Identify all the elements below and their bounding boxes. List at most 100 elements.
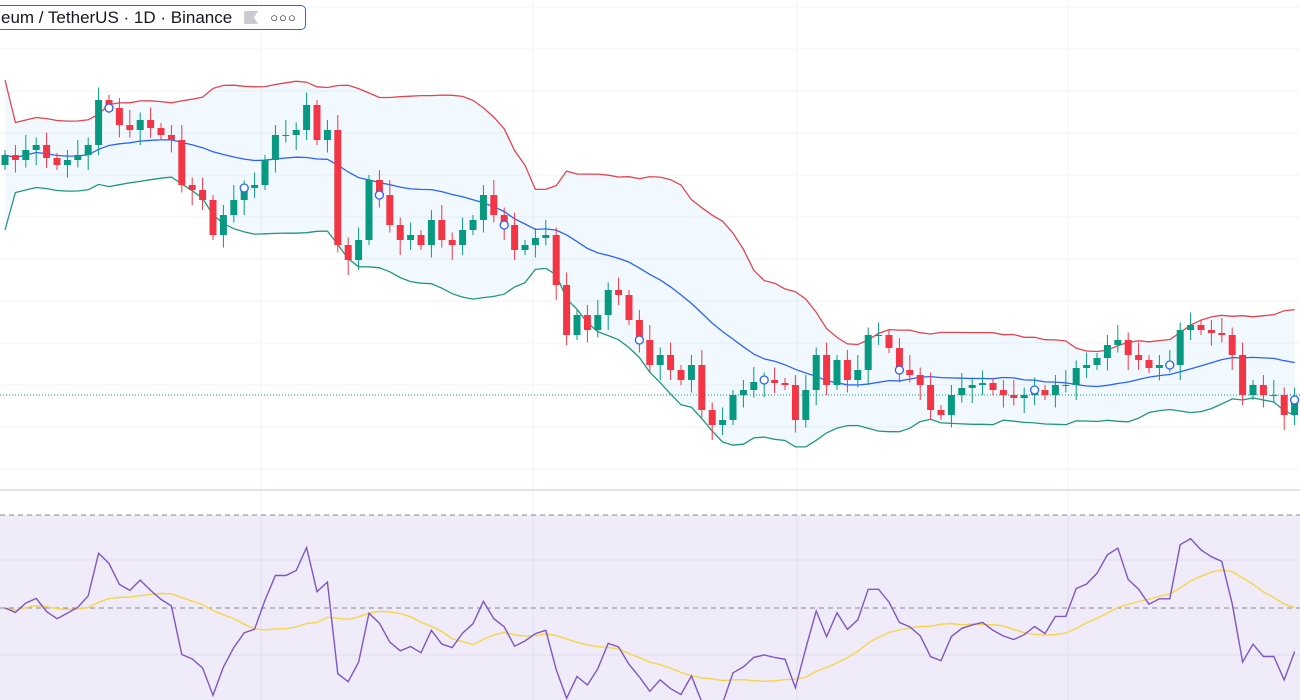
candle[interactable] bbox=[604, 282, 612, 331]
candle[interactable] bbox=[646, 325, 654, 373]
candle[interactable] bbox=[32, 137, 40, 166]
candle[interactable] bbox=[1114, 325, 1122, 353]
candle[interactable] bbox=[1103, 335, 1111, 371]
candle[interactable] bbox=[1197, 320, 1205, 335]
candle[interactable] bbox=[999, 380, 1007, 408]
candle[interactable] bbox=[1218, 318, 1226, 343]
candle[interactable] bbox=[843, 350, 851, 393]
candle[interactable] bbox=[334, 115, 342, 253]
candle[interactable] bbox=[344, 237, 352, 276]
candle[interactable] bbox=[989, 378, 997, 395]
candle[interactable] bbox=[906, 355, 914, 383]
candle[interactable] bbox=[375, 170, 383, 208]
candle[interactable] bbox=[136, 112, 144, 146]
candle[interactable] bbox=[469, 215, 477, 235]
candle[interactable] bbox=[427, 210, 435, 258]
candle[interactable] bbox=[750, 367, 758, 398]
candle[interactable] bbox=[958, 373, 966, 403]
candle[interactable] bbox=[625, 290, 633, 325]
candle[interactable] bbox=[947, 385, 955, 428]
candle[interactable] bbox=[802, 375, 810, 428]
candle[interactable] bbox=[573, 310, 581, 340]
candle[interactable] bbox=[677, 365, 685, 385]
candle[interactable] bbox=[521, 240, 529, 255]
candle[interactable] bbox=[1010, 380, 1018, 406]
candle[interactable] bbox=[209, 195, 217, 240]
event-marker-icon[interactable] bbox=[104, 103, 114, 113]
candle[interactable] bbox=[563, 272, 571, 346]
event-marker-icon[interactable] bbox=[239, 183, 249, 193]
event-marker-icon[interactable] bbox=[634, 335, 645, 345]
candle[interactable] bbox=[43, 132, 51, 169]
candle[interactable] bbox=[365, 175, 373, 245]
candle[interactable] bbox=[1093, 353, 1101, 370]
candle[interactable] bbox=[771, 367, 779, 394]
candle[interactable] bbox=[1145, 355, 1153, 373]
candle[interactable] bbox=[178, 125, 186, 193]
candle[interactable] bbox=[53, 153, 61, 170]
candle[interactable] bbox=[583, 305, 591, 343]
candle[interactable] bbox=[459, 217, 467, 256]
candle[interactable] bbox=[22, 135, 30, 168]
candle[interactable] bbox=[1, 150, 9, 170]
candle[interactable] bbox=[864, 327, 872, 386]
flag-icon[interactable] bbox=[244, 11, 259, 24]
candle[interactable] bbox=[937, 405, 945, 420]
candle[interactable] bbox=[323, 120, 331, 153]
candle[interactable] bbox=[708, 402, 716, 441]
candle[interactable] bbox=[1155, 355, 1163, 381]
candle[interactable] bbox=[490, 180, 498, 223]
candle[interactable] bbox=[219, 205, 227, 248]
candle[interactable] bbox=[542, 220, 550, 246]
candle[interactable] bbox=[1207, 320, 1215, 346]
candle[interactable] bbox=[386, 180, 394, 233]
candle[interactable] bbox=[167, 125, 175, 153]
candle[interactable] bbox=[1228, 327, 1236, 371]
candle[interactable] bbox=[615, 277, 623, 306]
candle[interactable] bbox=[1259, 375, 1267, 408]
candle[interactable] bbox=[355, 227, 363, 271]
candle[interactable] bbox=[1083, 352, 1091, 379]
candle[interactable] bbox=[1249, 380, 1257, 400]
candle[interactable] bbox=[396, 217, 404, 256]
candle[interactable] bbox=[1051, 375, 1059, 408]
candle[interactable] bbox=[292, 122, 300, 151]
candle[interactable] bbox=[188, 177, 196, 206]
candle[interactable] bbox=[251, 172, 259, 199]
event-marker-icon[interactable] bbox=[499, 220, 509, 230]
candle[interactable] bbox=[916, 367, 924, 401]
event-marker-icon[interactable] bbox=[1165, 360, 1175, 370]
candle[interactable] bbox=[261, 155, 269, 190]
candle[interactable] bbox=[1270, 380, 1278, 403]
candle[interactable] bbox=[282, 120, 290, 143]
symbol-legend[interactable]: eum / TetherUS · 1D · Binance ○○○ bbox=[0, 5, 306, 30]
candle[interactable] bbox=[1072, 360, 1080, 401]
candle[interactable] bbox=[199, 177, 207, 211]
event-marker-icon[interactable] bbox=[1029, 385, 1040, 395]
candle[interactable] bbox=[895, 338, 903, 383]
candle[interactable] bbox=[147, 107, 155, 139]
candle[interactable] bbox=[968, 377, 976, 404]
candle[interactable] bbox=[95, 87, 103, 156]
candle[interactable] bbox=[791, 375, 799, 433]
candle[interactable] bbox=[407, 222, 415, 251]
candle[interactable] bbox=[271, 125, 279, 173]
candle[interactable] bbox=[115, 98, 123, 138]
candle[interactable] bbox=[656, 347, 664, 381]
candle[interactable] bbox=[812, 347, 820, 406]
candle[interactable] bbox=[1135, 342, 1143, 371]
candle[interactable] bbox=[739, 380, 747, 408]
candle[interactable] bbox=[448, 232, 456, 261]
candle[interactable] bbox=[979, 370, 987, 396]
event-marker-icon[interactable] bbox=[1289, 395, 1300, 405]
candle[interactable] bbox=[635, 310, 643, 353]
candle[interactable] bbox=[479, 185, 487, 233]
candle[interactable] bbox=[531, 228, 539, 258]
candle[interactable] bbox=[1280, 387, 1288, 431]
candle[interactable] bbox=[417, 230, 425, 250]
candle[interactable] bbox=[1041, 385, 1049, 400]
candle[interactable] bbox=[84, 137, 92, 171]
candle[interactable] bbox=[594, 300, 602, 338]
candle[interactable] bbox=[875, 322, 883, 346]
